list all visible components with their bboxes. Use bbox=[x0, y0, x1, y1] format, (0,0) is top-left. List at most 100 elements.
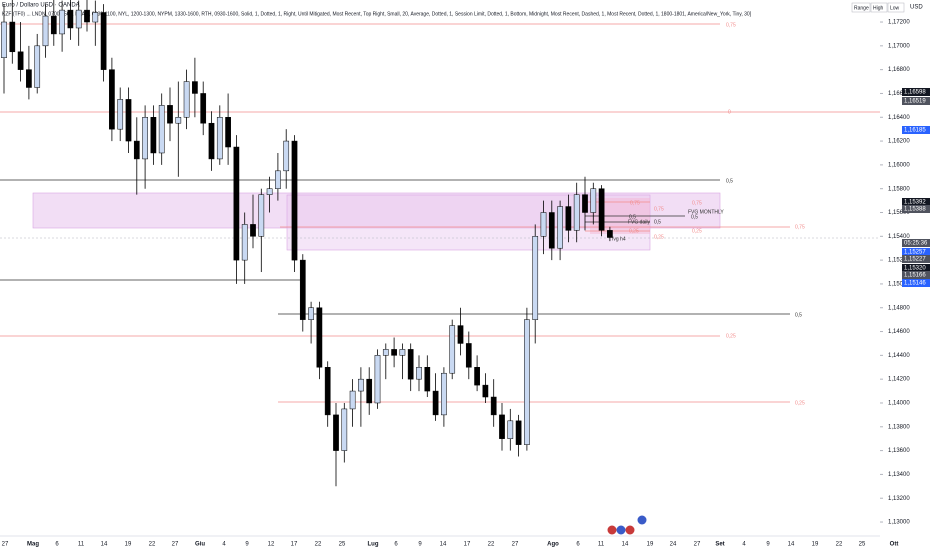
x-tick-label: 9 bbox=[245, 542, 249, 548]
candle-body bbox=[441, 372, 447, 416]
price-tag: 05:25:36 bbox=[904, 241, 928, 247]
level-label: 0,75 bbox=[795, 224, 805, 230]
candle-body bbox=[59, 9, 65, 35]
y-tick-label: 1,17000 bbox=[888, 43, 910, 49]
candle-body bbox=[233, 146, 240, 261]
fvg-box bbox=[286, 194, 651, 251]
candle-body bbox=[167, 105, 173, 124]
candle-body bbox=[42, 15, 49, 47]
x-tick-label: 22 bbox=[149, 542, 156, 548]
candle-body bbox=[540, 212, 547, 237]
y-tick-label: 1,13800 bbox=[888, 424, 910, 430]
x-tick-label: 4 bbox=[742, 542, 746, 548]
x-tick-label: 6 bbox=[576, 542, 580, 548]
price-tag-bg bbox=[902, 198, 930, 206]
candle-body bbox=[457, 325, 464, 344]
x-tick-label: 6 bbox=[55, 542, 59, 548]
candle-body bbox=[50, 15, 57, 35]
level-label: 0,75 bbox=[654, 206, 664, 212]
price-tag-bg bbox=[902, 271, 930, 279]
event-icon[interactable] bbox=[616, 525, 626, 535]
y-tick-label: 1,13600 bbox=[888, 448, 910, 454]
x-tick-label: 4 bbox=[222, 542, 226, 548]
candle-body bbox=[92, 12, 99, 23]
y-tick-label: 1,16400 bbox=[888, 115, 910, 121]
x-tick-label: Ott bbox=[890, 542, 899, 548]
candle-body bbox=[216, 117, 223, 160]
candle-body bbox=[275, 170, 281, 189]
candle-body bbox=[208, 122, 215, 160]
level-label: 0,25 bbox=[654, 234, 664, 240]
y-tick-label: 1,15000 bbox=[888, 282, 910, 288]
candle-body bbox=[324, 367, 331, 416]
candle-body bbox=[158, 105, 165, 154]
price-tag: 1,15166 bbox=[904, 273, 926, 279]
x-tick-label: 22 bbox=[836, 542, 843, 548]
candle-body bbox=[407, 349, 414, 380]
price-tag-bg bbox=[902, 97, 930, 105]
candle-body bbox=[341, 408, 348, 451]
candle-body bbox=[449, 325, 456, 374]
y-tick-label: 1,13200 bbox=[888, 496, 910, 502]
y-tick-label: 1,15200 bbox=[888, 258, 910, 264]
candle-body bbox=[349, 390, 356, 410]
x-tick-label: 25 bbox=[339, 542, 346, 548]
price-tag-bg bbox=[902, 264, 930, 272]
level-label: 0,5 bbox=[629, 214, 636, 220]
candle-body bbox=[416, 367, 422, 380]
level-label: FVG MONTHLY bbox=[688, 209, 724, 215]
symbol-title: Euro / Dollaro USD · OANDA bbox=[2, 3, 80, 9]
candle-body bbox=[432, 390, 439, 416]
y-tick-label: 1,14800 bbox=[888, 305, 910, 311]
event-icon[interactable] bbox=[607, 525, 617, 535]
y-tick-label: 1,16200 bbox=[888, 139, 910, 145]
y-tick-label: 1,15400 bbox=[888, 234, 910, 240]
currency: USD bbox=[910, 5, 923, 11]
range-button-label[interactable]: High bbox=[873, 5, 884, 11]
y-tick-label: 1,16800 bbox=[888, 67, 910, 73]
price-tag: 1,16185 bbox=[904, 128, 926, 134]
y-tick-label: 1,17200 bbox=[888, 20, 910, 26]
range-button-label[interactable]: Low bbox=[890, 5, 900, 11]
x-tick-label: 27 bbox=[172, 542, 179, 548]
candle-body bbox=[225, 117, 231, 148]
x-tick-label: 24 bbox=[670, 542, 677, 548]
price-tag-bg bbox=[902, 126, 930, 134]
range-button[interactable] bbox=[870, 2, 888, 13]
candle-body bbox=[192, 81, 198, 94]
candle-body bbox=[1, 21, 7, 58]
candle-body bbox=[34, 45, 41, 88]
candle-body bbox=[333, 414, 339, 451]
event-icon[interactable] bbox=[637, 515, 647, 525]
event-icons[interactable] bbox=[607, 515, 647, 535]
candle-body bbox=[308, 307, 314, 320]
price-tag: 1,15388 bbox=[904, 207, 926, 213]
candle-body bbox=[150, 117, 157, 154]
level-label: 0 bbox=[728, 109, 731, 115]
y-tick-label: 1,16600 bbox=[888, 91, 910, 97]
candle-body bbox=[117, 99, 124, 130]
range-button-label[interactable]: Range bbox=[854, 5, 869, 11]
candle-body bbox=[316, 307, 323, 368]
price-tag: 1,15392 bbox=[904, 200, 926, 206]
event-icon[interactable] bbox=[625, 525, 635, 535]
x-tick-label: Set bbox=[715, 542, 724, 548]
x-tick-label: 22 bbox=[315, 542, 322, 548]
candle-body bbox=[67, 9, 74, 29]
candle-body bbox=[399, 349, 406, 356]
x-tick-label: 17 bbox=[464, 542, 471, 548]
range-button[interactable] bbox=[887, 2, 905, 13]
price-tag: 1,16598 bbox=[904, 90, 926, 96]
level-label: 0,5 bbox=[726, 178, 733, 184]
candle-body bbox=[241, 224, 248, 261]
candle-body bbox=[109, 69, 115, 130]
x-tick-label: 14 bbox=[788, 542, 795, 548]
candle-body bbox=[133, 140, 140, 160]
range-button[interactable] bbox=[851, 2, 871, 13]
indicator-settings: KZF (TF0) ... LNDN, 0700-0500, NYAM, 093… bbox=[2, 11, 752, 17]
candle-body bbox=[183, 81, 190, 118]
x-tick-label: 12 bbox=[268, 542, 275, 548]
candle-body bbox=[75, 9, 82, 29]
